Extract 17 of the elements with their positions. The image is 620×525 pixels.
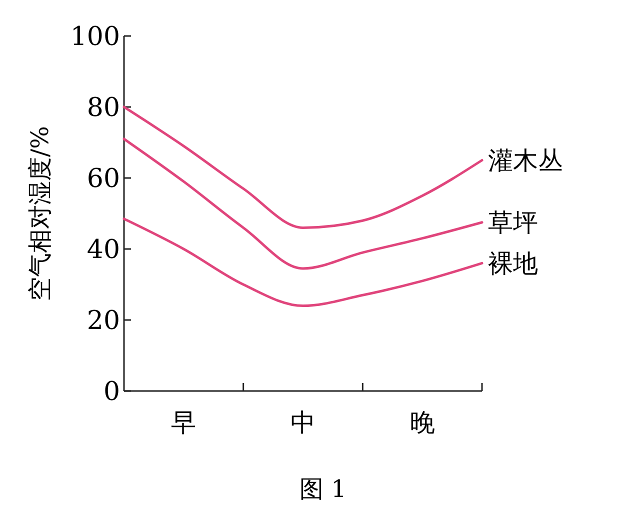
line-series [122, 138, 484, 270]
series-label: 草坪 [488, 208, 538, 238]
y-tick-label: 0 [103, 377, 120, 408]
y-tick-label: 20 [86, 306, 120, 336]
series-label: 裸地 [488, 248, 538, 278]
caption: 图 1 [300, 475, 346, 503]
x-tick-label: 晚 [410, 408, 435, 437]
y-tick-label: 60 [86, 164, 120, 194]
x-tick-label: 中 [290, 408, 316, 437]
line-series [122, 106, 484, 229]
line-series [122, 218, 484, 308]
y-axis-title: 空气相对湿度/% [26, 126, 54, 301]
x-tick-label: 早 [171, 408, 196, 437]
y-tick-label: 80 [86, 93, 120, 124]
y-tick-label: 100 [70, 22, 120, 52]
series-label: 灌木丛 [488, 146, 563, 175]
y-tick-label: 40 [86, 235, 120, 266]
